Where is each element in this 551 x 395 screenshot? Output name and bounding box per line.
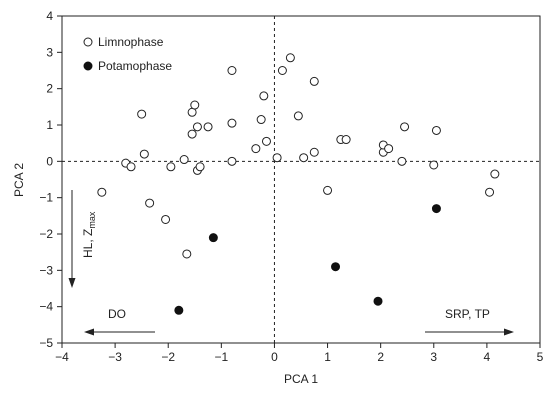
limnophase-point: [384, 144, 394, 154]
x-axis-ticks: −4 −3 −2 −1 0 1 2 3 4 5: [55, 343, 544, 364]
limnophase-point: [139, 149, 149, 159]
limnophase-point: [293, 111, 303, 121]
annotation-do-label: DO: [108, 307, 126, 321]
limnophase-point: [309, 76, 319, 86]
limnophase-point: [323, 185, 333, 195]
y-tick-label: −2: [39, 227, 53, 241]
limnophase-point: [137, 109, 147, 119]
legend-marker-potamophase: [83, 61, 93, 71]
potamophase-point: [174, 305, 184, 315]
limnophase-point: [182, 249, 192, 259]
annotation-hl-zmax-subscript: max: [87, 211, 97, 229]
x-tick-label: −3: [108, 350, 122, 364]
x-axis-title: PCA 1: [284, 372, 318, 386]
y-axis-ticks: −5 −4 −3 −2 −1 0 1 2 3 4: [39, 9, 62, 350]
y-tick-label: 1: [46, 118, 53, 132]
y-tick-label: 2: [46, 82, 53, 96]
annotation-do-arrowhead: [84, 328, 94, 336]
legend-label-limnophase: Limnophase: [98, 35, 164, 49]
x-tick-label: 1: [324, 350, 331, 364]
annotation-srp-tp-arrowhead: [504, 328, 514, 336]
limnophase-point: [145, 198, 155, 208]
y-tick-label: −4: [39, 300, 53, 314]
plot-frame: [61, 15, 541, 344]
limnophase-point: [195, 162, 205, 172]
limnophase-point: [490, 169, 500, 179]
y-tick-label: −3: [39, 263, 53, 277]
limnophase-point: [285, 53, 295, 63]
potamophase-point: [373, 296, 383, 306]
potamophase-point: [208, 233, 218, 243]
limnophase-point: [190, 100, 200, 110]
limnophase-point: [179, 155, 189, 165]
x-tick-label: −1: [214, 350, 228, 364]
y-tick-label: −5: [39, 336, 53, 350]
legend-label-potamophase: Potamophase: [98, 59, 172, 73]
x-tick-label: −4: [55, 350, 69, 364]
limnophase-point: [166, 162, 176, 172]
x-tick-label: 2: [377, 350, 384, 364]
limnophase-point: [227, 118, 237, 128]
limnophase-point: [272, 153, 282, 163]
x-tick-label: 3: [430, 350, 437, 364]
annotation-hl-zmax-main: HL, Z: [81, 229, 95, 258]
limnophase-point: [341, 135, 351, 145]
limnophase-point: [256, 115, 266, 125]
data-points: [97, 53, 500, 315]
limnophase-point: [126, 162, 136, 172]
potamophase-point: [331, 262, 341, 272]
limnophase-point: [251, 144, 261, 154]
y-tick-label: 0: [46, 154, 53, 168]
limnophase-point: [161, 214, 171, 224]
x-tick-label: 4: [484, 350, 491, 364]
annotation-hl-zmax-arrowhead: [68, 278, 76, 288]
annotation-do: DO: [84, 307, 155, 336]
annotation-hl-zmax-label: HL, Zmax: [81, 211, 97, 258]
limnophase-point: [429, 160, 439, 170]
limnophase-point: [227, 156, 237, 166]
limnophase-point: [192, 122, 202, 132]
limnophase-point: [299, 153, 309, 163]
limnophase-point: [400, 122, 410, 132]
limnophase-point: [397, 156, 407, 166]
limnophase-point: [277, 66, 287, 75]
legend: Limnophase Potamophase: [83, 35, 172, 73]
y-axis-title: PCA 2: [12, 163, 26, 197]
limnophase-point: [485, 187, 495, 197]
y-tick-label: 4: [46, 9, 53, 23]
limnophase-point: [187, 129, 197, 139]
y-tick-label: −1: [39, 191, 53, 205]
x-tick-label: 0: [271, 350, 278, 364]
x-tick-label: 5: [537, 350, 544, 364]
potamophase-point: [431, 204, 441, 214]
y-tick-label: 3: [46, 45, 53, 59]
limnophase-point: [203, 122, 213, 132]
limnophase-point: [261, 136, 271, 146]
limnophase-point: [431, 125, 441, 135]
annotation-srp-tp: SRP, TP: [425, 307, 514, 336]
limnophase-point: [309, 147, 319, 157]
legend-marker-limnophase: [83, 37, 93, 47]
annotation-srp-tp-label: SRP, TP: [445, 307, 490, 321]
limnophase-point: [227, 66, 237, 75]
limnophase-point: [259, 91, 269, 101]
limnophase-point: [97, 187, 107, 197]
x-tick-label: −2: [161, 350, 175, 364]
annotation-hl-zmax: HL, Zmax: [68, 190, 97, 288]
